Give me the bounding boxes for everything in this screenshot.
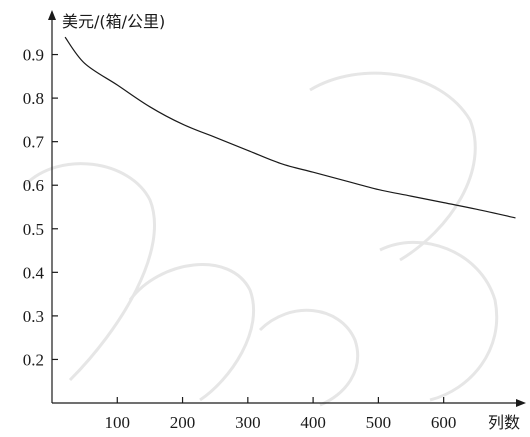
- y-tick-label: 0.3: [23, 307, 44, 326]
- y-tick-label: 0.6: [23, 176, 44, 195]
- x-ticks: 100 200 300 400 500 600: [105, 397, 457, 432]
- x-tick-label: 100: [105, 413, 131, 432]
- y-tick-label: 0.5: [23, 220, 44, 239]
- x-tick-label: 500: [366, 413, 392, 432]
- series-line-0: [64, 36, 516, 219]
- x-axis-title: 列数: [488, 413, 520, 432]
- x-tick-label: 200: [170, 413, 196, 432]
- x-tick-label: 300: [235, 413, 261, 432]
- background-watermark: [23, 71, 499, 407]
- y-tick-label: 0.7: [23, 133, 45, 152]
- axes: [48, 10, 526, 407]
- y-tick-label: 0.9: [23, 46, 44, 65]
- y-axis-arrow: [48, 10, 56, 20]
- x-tick-label: 400: [300, 413, 326, 432]
- x-tick-label: 600: [431, 413, 457, 432]
- series-layer: [64, 36, 516, 219]
- y-tick-label: 0.2: [23, 350, 44, 369]
- x-axis-arrow: [516, 399, 526, 407]
- y-tick-label: 0.8: [23, 89, 44, 108]
- y-axis-title: 美元/(箱/公里): [62, 12, 165, 31]
- y-ticks: 0.2 0.3 0.4 0.5 0.6 0.7 0.8 0.9: [23, 46, 58, 369]
- y-tick-label: 0.4: [23, 263, 45, 282]
